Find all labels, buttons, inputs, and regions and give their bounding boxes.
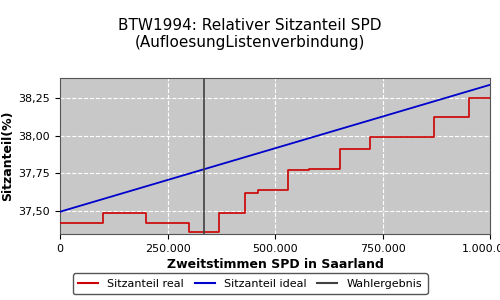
Text: BTW1994: Relativer Sitzanteil SPD
(AufloesungListenverbindung): BTW1994: Relativer Sitzanteil SPD (Auflo… — [118, 18, 382, 50]
X-axis label: Zweitstimmen SPD in Saarland: Zweitstimmen SPD in Saarland — [166, 258, 384, 271]
Legend: Sitzanteil real, Sitzanteil ideal, Wahlergebnis: Sitzanteil real, Sitzanteil ideal, Wahle… — [72, 273, 428, 294]
Y-axis label: Sitzanteil(%): Sitzanteil(%) — [2, 111, 15, 201]
